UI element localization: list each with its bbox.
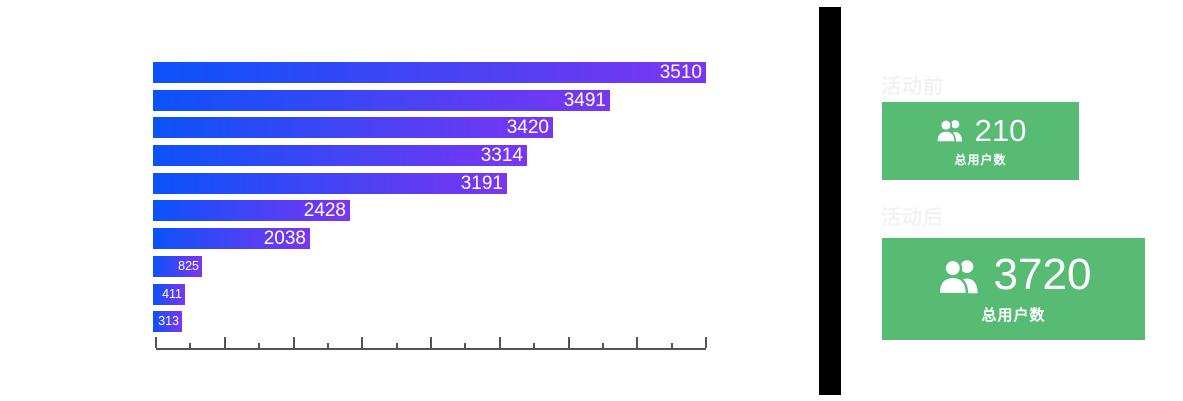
axis-tick xyxy=(223,337,226,348)
axis-tick xyxy=(498,337,501,348)
bar-row: 3314 xyxy=(153,145,706,167)
bar-value-label: 3510 xyxy=(659,62,702,83)
bar-value-label: 411 xyxy=(162,286,182,301)
bar: 3314 xyxy=(153,145,527,167)
stat-value-row: 3720 xyxy=(936,250,1092,299)
axis-tick xyxy=(601,343,604,348)
bar-chart: 3510 3491 3420 3314 3191 2428 2038 825 411 313 xyxy=(153,62,706,339)
bar-value-label: 825 xyxy=(178,258,199,273)
axis-tick xyxy=(395,343,398,348)
stat-caption: 总用户数 xyxy=(981,307,1046,324)
bar-value-label: 3420 xyxy=(506,117,549,139)
axis-tick xyxy=(705,337,707,348)
bar-row: 411 xyxy=(153,283,706,305)
section-label-after: 活动后 xyxy=(881,207,944,229)
x-axis xyxy=(155,336,707,350)
bar: 3420 xyxy=(153,117,553,139)
bar-value-label: 2428 xyxy=(303,200,346,222)
bar-row: 313 xyxy=(153,311,706,333)
stat-card-before: 210 总用户数 xyxy=(882,102,1079,180)
section-label-before: 活动前 xyxy=(881,76,944,98)
bar-value-label: 3314 xyxy=(480,145,523,167)
bar-row: 2038 xyxy=(153,228,706,250)
divider-bar xyxy=(819,7,841,395)
bar: 825 xyxy=(153,255,202,277)
bar: 3510 xyxy=(153,62,706,83)
bar-row: 3420 xyxy=(153,117,706,139)
bar-row: 3510 xyxy=(153,62,706,83)
bar: 313 xyxy=(153,311,182,333)
stat-value: 210 xyxy=(974,112,1027,148)
stat-card-after: 3720 总用户数 xyxy=(882,238,1145,340)
stat-value: 3720 xyxy=(993,250,1092,299)
stat-value-row: 210 xyxy=(935,112,1027,148)
axis-tick xyxy=(189,343,192,348)
axis-tick xyxy=(258,343,261,348)
bar-value-label: 3491 xyxy=(563,89,606,111)
bar-value-label: 3191 xyxy=(460,172,503,194)
bar-value-label: 313 xyxy=(158,314,179,329)
axis-tick xyxy=(155,337,157,348)
bar: 2038 xyxy=(153,228,310,250)
bar-row: 3491 xyxy=(153,89,706,111)
axis-tick xyxy=(430,337,432,348)
stat-caption: 总用户数 xyxy=(954,152,1007,167)
bar: 2428 xyxy=(153,200,350,222)
axis-tick xyxy=(326,343,329,348)
bar: 3191 xyxy=(153,172,507,194)
bar: 411 xyxy=(153,283,185,305)
bar-row: 3191 xyxy=(153,172,706,194)
users-icon xyxy=(935,119,962,143)
users-icon xyxy=(936,258,978,295)
bar-value-label: 2038 xyxy=(263,228,306,250)
bar-row: 2428 xyxy=(153,200,706,222)
axis-tick xyxy=(533,343,536,348)
bar: 3491 xyxy=(153,89,610,111)
axis-tick xyxy=(670,343,673,348)
bar-row: 825 xyxy=(153,255,706,277)
axis-tick xyxy=(464,343,467,348)
axis-tick xyxy=(361,337,364,348)
axis-tick xyxy=(567,337,570,348)
axis-tick xyxy=(292,337,295,348)
axis-tick xyxy=(636,337,639,348)
